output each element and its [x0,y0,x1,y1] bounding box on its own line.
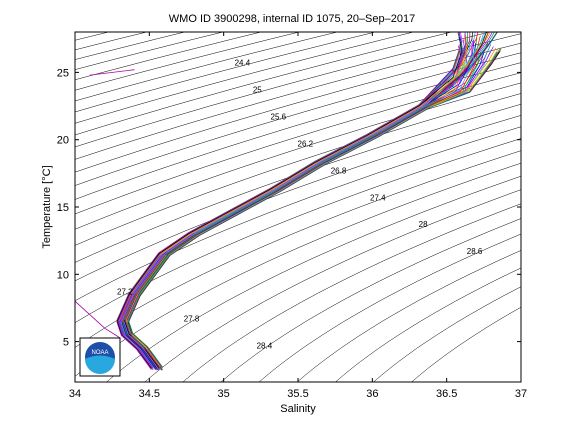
contour-label: 26.8 [331,166,347,175]
density-contour [75,72,521,215]
profile-lines [75,32,502,371]
profile-line [116,37,463,369]
density-contour [75,150,521,348]
noaa-logo: NOAA [79,337,121,377]
x-tick-label: 35.5 [287,388,308,400]
contour-label: 28 [419,220,428,229]
contour-labels: 24.4 25 25.6 26.2 26.8 27.2 27.4 27.8 28 28.4 28.6 [117,59,483,351]
density-contour [75,32,453,136]
y-tick-label: 5 [63,337,69,349]
contour-label: 26.2 [298,139,314,148]
contour-label: 27.2 [117,288,133,297]
contour-label: 28.6 [467,247,483,256]
density-contour [75,32,377,113]
logo-wave-icon [85,355,115,374]
density-contour [373,286,521,382]
density-contour [75,42,521,173]
x-tick-label: 36 [366,388,378,400]
contour-label: 24.4 [235,59,251,68]
density-contours [75,32,521,382]
density-contour [75,103,521,263]
y-tick-label: 15 [57,202,69,214]
density-contour [296,250,521,382]
contour-label: 28.4 [257,341,273,350]
density-contour [258,233,521,382]
density-contour [75,32,415,124]
contour-label: 27.8 [184,314,200,323]
outlier-profile-line [89,69,135,76]
density-contour [75,82,521,230]
contour-label: 25 [253,86,262,95]
density-contour [182,203,521,382]
y-axis: 5 10 15 20 25 [57,67,521,349]
profile-line [127,32,498,368]
y-tick-label: 25 [57,67,69,79]
density-contour [75,32,339,102]
density-contour [411,306,521,382]
y-tick-label: 10 [57,269,69,281]
density-contour [75,52,521,186]
density-contour [75,32,491,148]
y-axis-label: Temperature [°C] [41,165,53,248]
x-tick-label: 37 [515,388,527,400]
contour-label: 25.6 [271,113,287,122]
density-contour [75,126,521,302]
y-tick-label: 20 [57,135,69,147]
density-contour [75,162,521,377]
outlier-profile-line [75,300,120,338]
density-contour [106,175,521,382]
density-contour [75,32,301,91]
density-contour [335,267,521,382]
density-contour [144,189,521,382]
x-tick-label: 34.5 [139,388,160,400]
profile-line [120,49,475,371]
density-contour [75,33,521,160]
x-axis: 34 34.5 35 35.5 36 36.5 37 [69,32,527,400]
density-contour [75,93,521,246]
x-tick-label: 34 [69,388,81,400]
chart-title: WMO ID 3900298, internal ID 1075, 20–Sep… [169,13,415,25]
profile-line [126,52,498,371]
contour-label: 27.4 [370,193,386,202]
x-axis-label: Salinity [280,403,316,415]
x-tick-label: 35 [218,388,230,400]
logo-text: NOAA [91,350,108,356]
density-contour [220,218,521,382]
density-contour [75,138,521,324]
x-tick-label: 36.5 [436,388,457,400]
